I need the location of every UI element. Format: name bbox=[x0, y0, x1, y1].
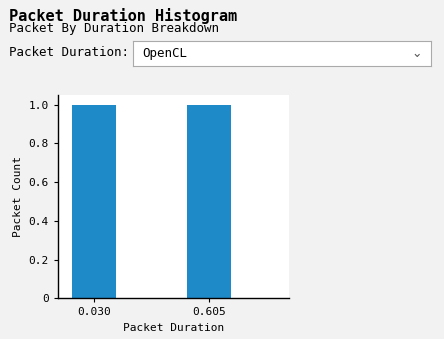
X-axis label: Packet Duration: Packet Duration bbox=[123, 323, 224, 333]
Bar bbox=[72, 105, 116, 298]
Text: ⌄: ⌄ bbox=[411, 47, 422, 60]
Bar bbox=[187, 105, 231, 298]
Text: Packet By Duration Breakdown: Packet By Duration Breakdown bbox=[9, 22, 219, 35]
Text: Packet Duration:: Packet Duration: bbox=[9, 46, 129, 59]
Y-axis label: Packet Count: Packet Count bbox=[13, 156, 23, 237]
Text: OpenCL: OpenCL bbox=[142, 47, 187, 60]
Text: Packet Duration Histogram: Packet Duration Histogram bbox=[9, 8, 237, 24]
